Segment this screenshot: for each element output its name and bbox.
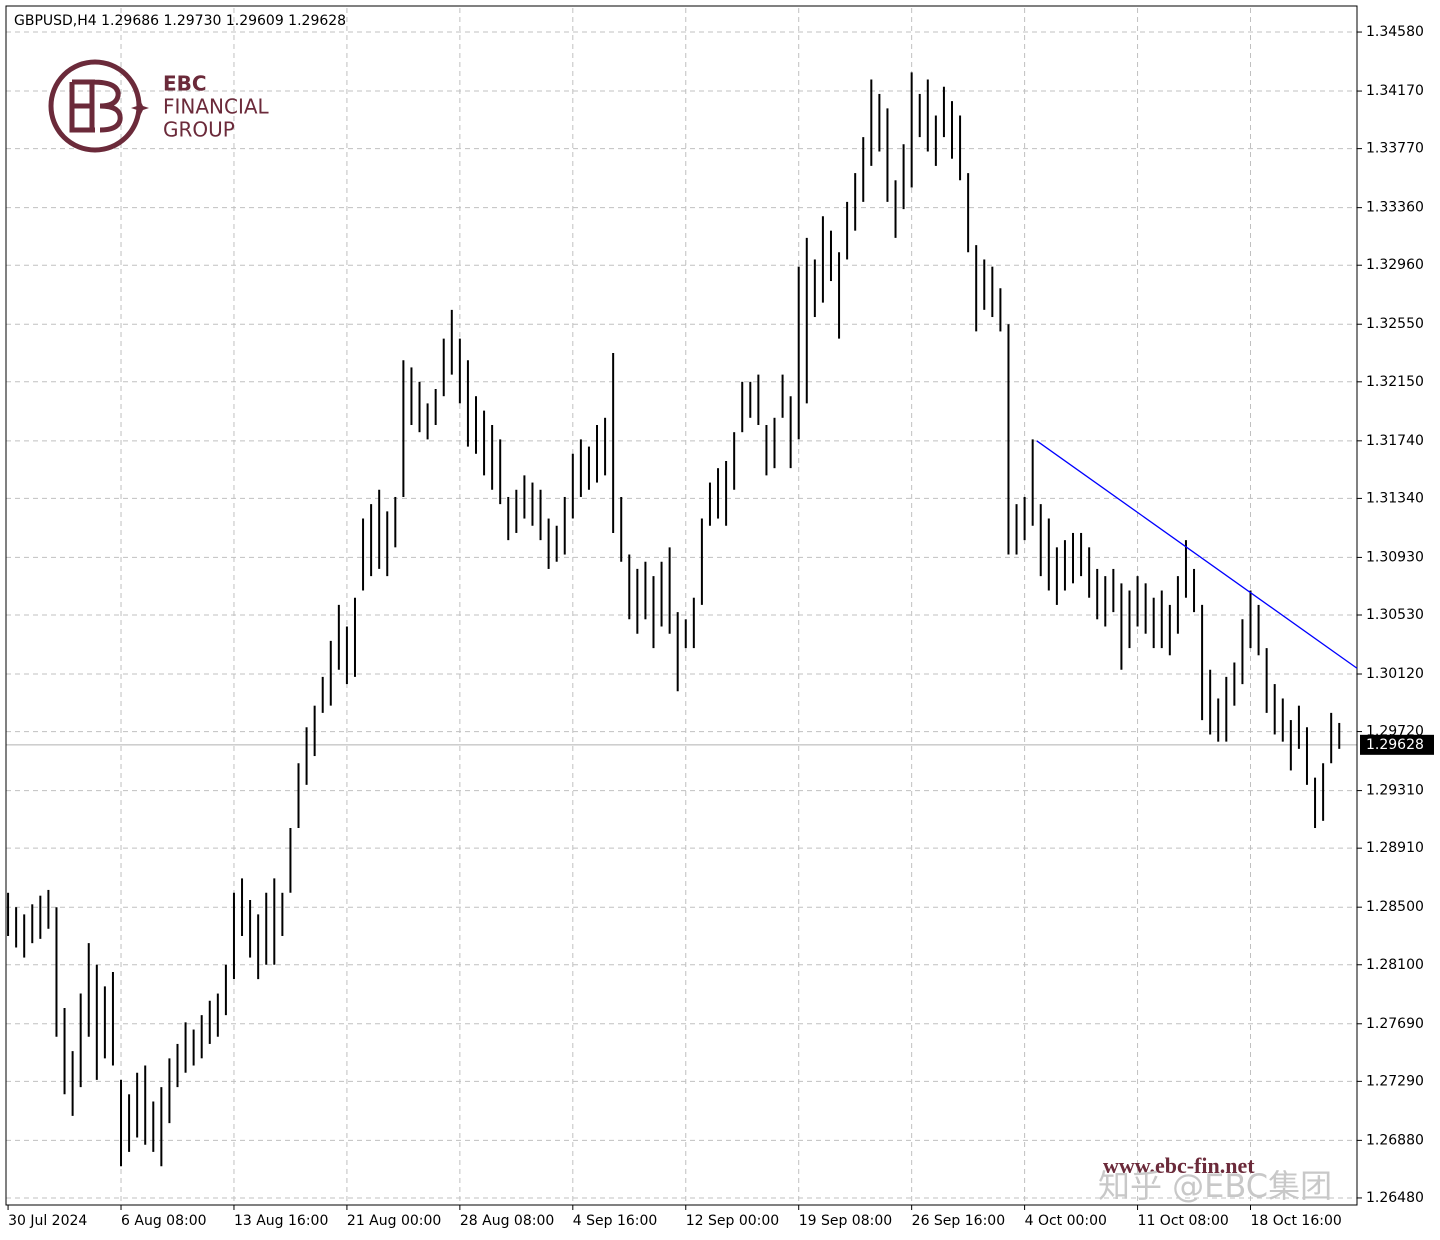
x-tick-label: 12 Sep 00:00 (686, 1213, 779, 1229)
x-tick-label: 6 Aug 08:00 (121, 1213, 207, 1229)
y-tick-label: 1.29310 (1366, 783, 1424, 799)
y-tick-label: 1.26480 (1366, 1190, 1424, 1206)
last-price-box (1360, 734, 1434, 755)
y-tick-label: 1.32150 (1366, 374, 1424, 390)
x-tick-label: 11 Oct 08:00 (1138, 1213, 1229, 1229)
logo-ring (48, 59, 142, 153)
y-tick-label: 1.32960 (1366, 257, 1424, 273)
y-tick-label: 1.31340 (1366, 490, 1424, 506)
y-tick-label: 1.33770 (1366, 141, 1424, 157)
y-tick-label: 1.26880 (1366, 1132, 1424, 1148)
x-tick-label: 13 Aug 16:00 (234, 1213, 328, 1229)
x-tick-label: 4 Sep 16:00 (573, 1213, 658, 1229)
y-tick-label: 1.30930 (1366, 549, 1424, 565)
y-tick-label: 1.28910 (1366, 840, 1424, 856)
y-tick-label: 1.28100 (1366, 957, 1424, 973)
y-tick-label: 1.28500 (1366, 899, 1424, 915)
plot-frame (5, 5, 1358, 1206)
y-tick-label: 1.33360 (1366, 200, 1424, 216)
y-tick-label: 1.30530 (1366, 607, 1424, 623)
x-tick-label: 30 Jul 2024 (8, 1213, 87, 1229)
plot-layer (6, 8, 1357, 1205)
x-tick-label: 26 Sep 16:00 (912, 1213, 1005, 1229)
logo-glyph (69, 79, 123, 133)
x-tick-label: 21 Aug 00:00 (347, 1213, 441, 1229)
y-tick-label: 1.31740 (1366, 433, 1424, 449)
chart-title: GBPUSD,H4 1.29686 1.29730 1.29609 1.2962… (14, 13, 346, 29)
trendline (1036, 440, 1358, 669)
y-tick-label: 1.30120 (1366, 666, 1424, 682)
logo-text: GROUP (163, 118, 235, 142)
last-price-label: 1.29628 (1366, 737, 1424, 753)
y-tick-label: 1.32550 (1366, 316, 1424, 332)
x-tick-label: 4 Oct 00:00 (1025, 1213, 1107, 1229)
logo-text: FINANCIAL (163, 95, 270, 119)
y-tick-label: 1.34170 (1366, 83, 1424, 99)
y-tick-label: 1.27290 (1366, 1073, 1424, 1089)
y-tick-label: 1.34580 (1366, 24, 1424, 40)
logo: EBC FINANCIAL GROUP (48, 59, 270, 153)
watermark: 知乎 @EBC集团 (1098, 1167, 1332, 1205)
x-tick-label: 18 Oct 16:00 (1251, 1213, 1342, 1229)
x-tick-label: 19 Sep 08:00 (799, 1213, 892, 1229)
logo-star (131, 100, 149, 116)
x-tick-label: 28 Aug 08:00 (460, 1213, 554, 1229)
y-tick-label: 1.27690 (1366, 1016, 1424, 1032)
logo-text: EBC (163, 72, 207, 96)
watermark: www.ebc-fin.net (1103, 1153, 1255, 1178)
